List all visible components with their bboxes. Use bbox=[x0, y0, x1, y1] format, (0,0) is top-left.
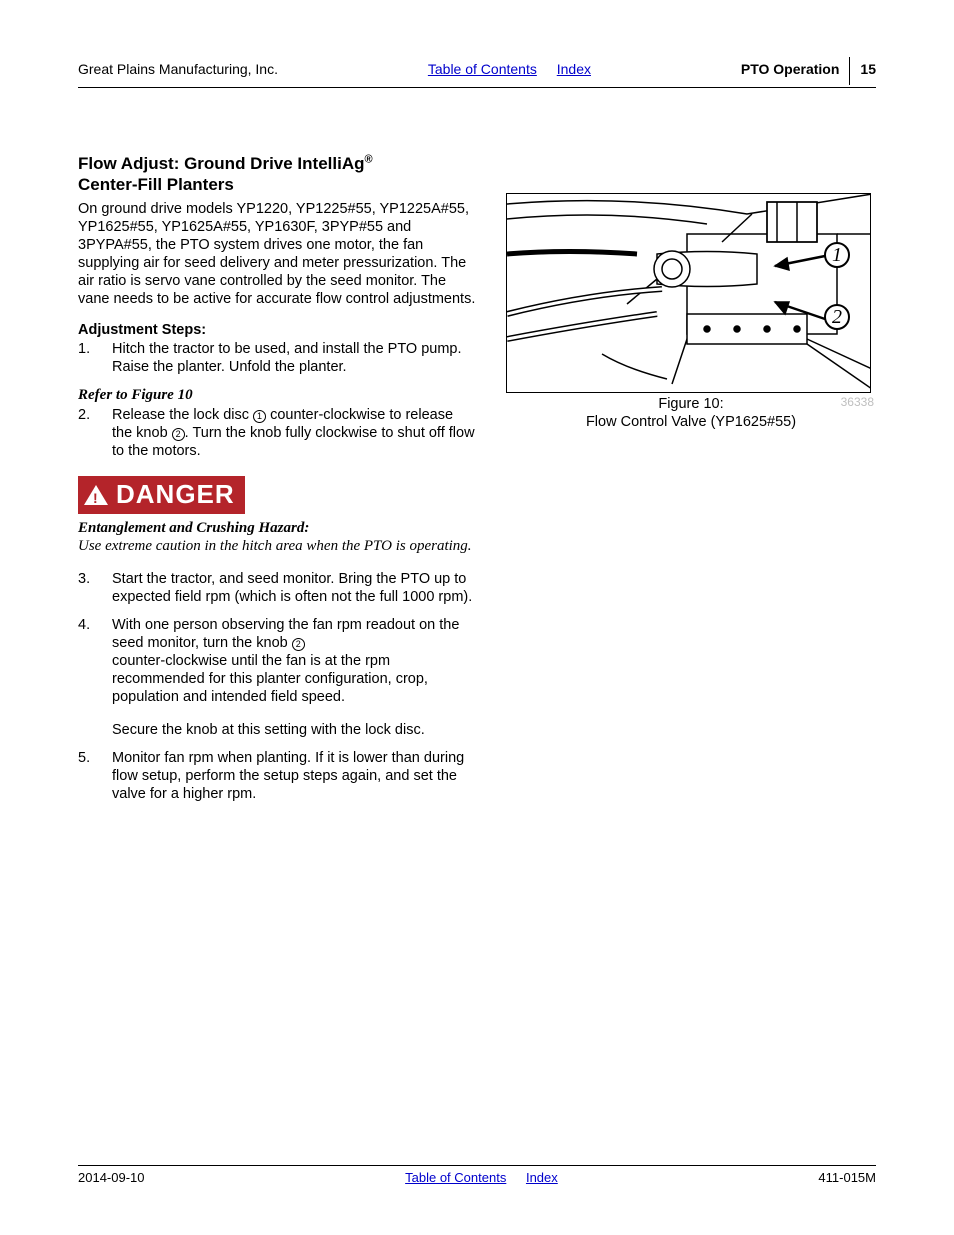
callout-2-inline: 2 bbox=[172, 428, 185, 441]
toc-link[interactable]: Table of Contents bbox=[428, 61, 537, 77]
callout-2-inline-b: 2 bbox=[292, 638, 305, 651]
page-number: 15 bbox=[860, 61, 876, 77]
footer-doc-id: 411-015M bbox=[818, 1170, 876, 1185]
footer-nav: Table of Contents Index bbox=[397, 1170, 566, 1185]
footer-toc-link[interactable]: Table of Contents bbox=[405, 1170, 506, 1185]
header-nav: Table of Contents Index bbox=[420, 61, 599, 77]
figure-callout-2: 2 bbox=[824, 304, 850, 330]
adjustment-steps-heading: Adjustment Steps: bbox=[78, 322, 476, 338]
header-divider bbox=[849, 57, 850, 85]
step-4: 4. With one person observing the fan rpm… bbox=[78, 616, 476, 739]
hazard-text: Use extreme caution in the hitch area wh… bbox=[78, 537, 476, 556]
valve-diagram-svg bbox=[507, 194, 871, 393]
callout-1-inline: 1 bbox=[253, 410, 266, 423]
header-right: PTO Operation 15 bbox=[741, 55, 876, 83]
hazard-title: Entanglement and Crushing Hazard: bbox=[78, 520, 476, 537]
page-header: Great Plains Manufacturing, Inc. Table o… bbox=[78, 55, 876, 88]
content-area: Flow Adjust: Ground Drive IntelliAg® Cen… bbox=[78, 153, 876, 813]
step-3: 3. Start the tractor, and seed monitor. … bbox=[78, 570, 476, 606]
section-title: PTO Operation bbox=[741, 61, 840, 77]
figure-caption: Figure 10: 36338 Flow Control Valve (YP1… bbox=[506, 395, 876, 431]
company-name: Great Plains Manufacturing, Inc. bbox=[78, 61, 278, 77]
danger-badge: DANGER bbox=[78, 476, 245, 514]
figure-callout-1: 1 bbox=[824, 242, 850, 268]
section-heading: Flow Adjust: Ground Drive IntelliAg® Cen… bbox=[78, 153, 476, 196]
footer-index-link[interactable]: Index bbox=[526, 1170, 558, 1185]
steps-list-3: 3. Start the tractor, and seed monitor. … bbox=[78, 570, 476, 803]
refer-figure: Refer to Figure 10 bbox=[78, 387, 476, 404]
left-column: Flow Adjust: Ground Drive IntelliAg® Cen… bbox=[78, 153, 476, 813]
footer-date: 2014-09-10 bbox=[78, 1170, 145, 1185]
right-column: 1 2 Figure 10: 36338 Flow Control Valve … bbox=[506, 153, 876, 813]
step-1: 1. Hitch the tractor to be used, and ins… bbox=[78, 340, 476, 376]
warning-triangle-icon bbox=[84, 485, 108, 505]
figure-id: 36338 bbox=[841, 395, 874, 410]
steps-list: 1. Hitch the tractor to be used, and ins… bbox=[78, 340, 476, 376]
step-5: 5. Monitor fan rpm when planting. If it … bbox=[78, 749, 476, 803]
figure-10: 1 2 bbox=[506, 193, 871, 393]
step-4-sub: Secure the knob at this setting with the… bbox=[112, 721, 476, 739]
intro-paragraph: On ground drive models YP1220, YP1225#55… bbox=[78, 200, 476, 309]
steps-list-2: 2. Release the lock disc 1 counter-clock… bbox=[78, 406, 476, 460]
page-footer: 2014-09-10 Table of Contents Index 411-0… bbox=[78, 1165, 876, 1185]
index-link[interactable]: Index bbox=[557, 61, 591, 77]
step-2: 2. Release the lock disc 1 counter-clock… bbox=[78, 406, 476, 460]
danger-word: DANGER bbox=[116, 479, 235, 510]
